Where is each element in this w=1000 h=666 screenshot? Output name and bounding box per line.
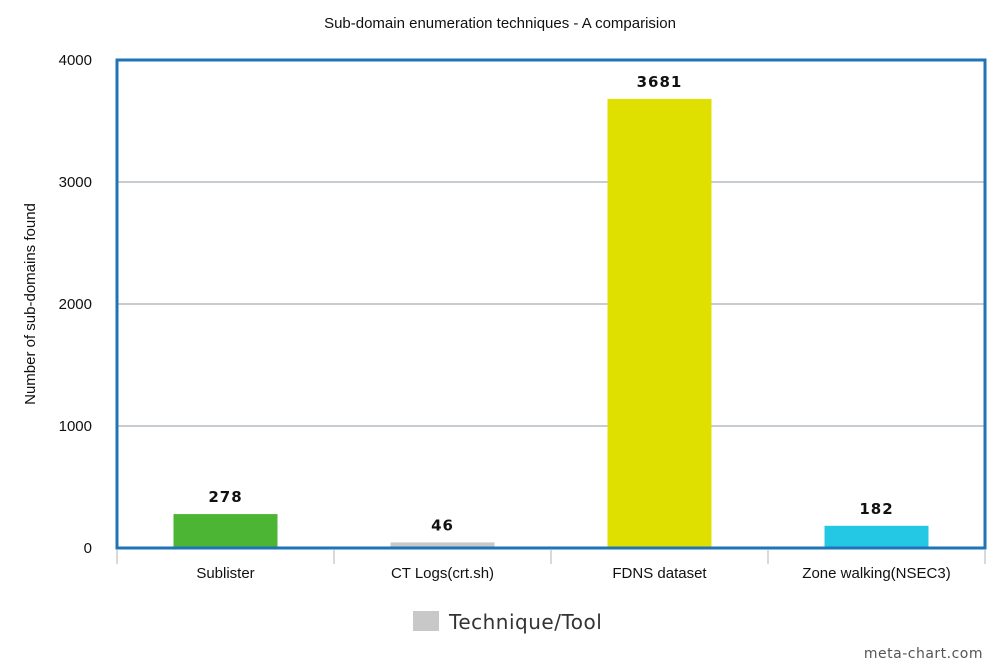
x-tick-label: Sublister xyxy=(196,565,254,582)
x-tick-label: FDNS dataset xyxy=(612,565,707,582)
y-tick-label: 0 xyxy=(84,540,92,557)
y-tick-label: 1000 xyxy=(59,418,92,435)
data-label: 278 xyxy=(208,488,242,506)
y-tick-label: 4000 xyxy=(59,52,92,69)
data-labels: 278 46 3681 182 xyxy=(208,73,893,534)
x-tick-label: CT Logs(crt.sh) xyxy=(391,565,494,582)
legend-swatch xyxy=(413,611,439,631)
y-axis-ticks: 0 1000 2000 3000 4000 xyxy=(59,52,92,557)
legend-label: Technique/Tool xyxy=(448,610,602,634)
data-label: 182 xyxy=(859,500,893,518)
data-label: 46 xyxy=(431,516,454,534)
x-axis-ticks: Sublister CT Logs(crt.sh) FDNS dataset Zone… xyxy=(116,550,986,582)
bar xyxy=(607,98,712,548)
chart-title: Sub-domain enumeration techniques - A co… xyxy=(324,15,676,32)
watermark: meta-chart.com xyxy=(864,646,983,662)
x-tick-label: Zone walking(NSEC3) xyxy=(802,565,950,582)
y-tick-label: 3000 xyxy=(59,174,92,191)
plot-frame xyxy=(115,58,987,550)
y-tick-label: 2000 xyxy=(59,296,92,313)
legend: Technique/Tool xyxy=(413,610,602,634)
data-label: 3681 xyxy=(637,73,683,91)
bars xyxy=(173,98,929,548)
grid-lines xyxy=(117,181,985,427)
bar xyxy=(824,525,929,548)
bar xyxy=(390,542,495,548)
bar xyxy=(173,514,278,548)
y-axis-label: Number of sub-domains found xyxy=(22,203,39,405)
